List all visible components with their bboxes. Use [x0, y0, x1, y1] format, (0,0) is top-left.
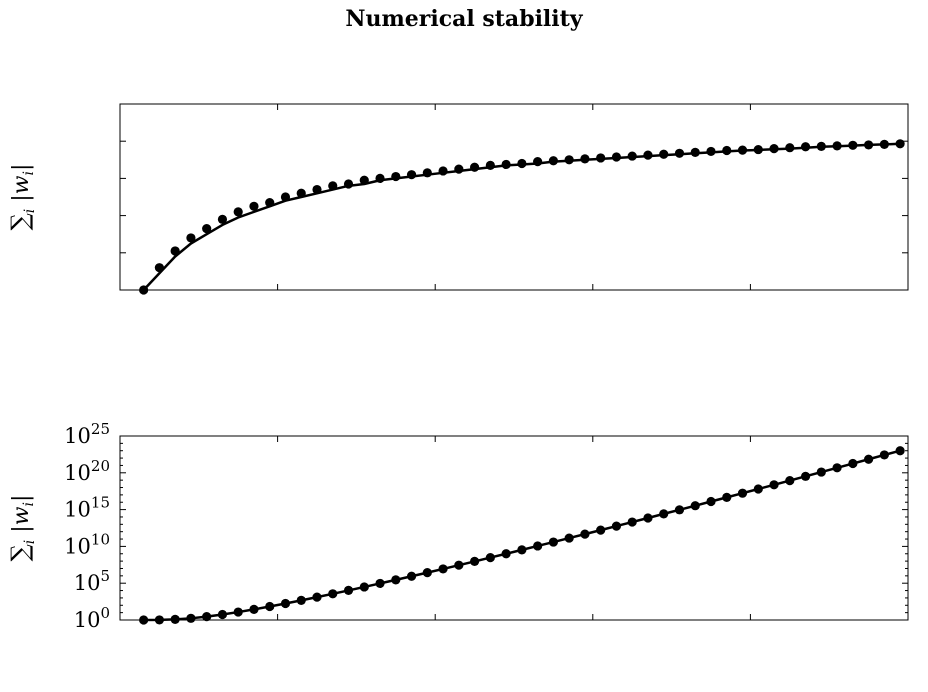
data-point	[139, 615, 149, 625]
y-axis-label: ∑i |wi|	[6, 164, 38, 231]
series-line	[143, 449, 901, 622]
y-tick-exponent: 10	[91, 530, 110, 548]
y-tick-base: 10	[64, 534, 91, 558]
y-tick-base: 10	[64, 424, 91, 448]
axes-frame	[119, 103, 909, 291]
y-tick-label: 105	[74, 567, 110, 595]
data-point	[186, 233, 196, 243]
y-tick-base: 10	[64, 461, 91, 485]
y-tick-label: 100	[74, 604, 110, 632]
series-line	[142, 142, 901, 291]
axes-frame	[119, 435, 909, 621]
y-tick-base: 10	[64, 498, 91, 522]
y-tick-label: 1025	[64, 420, 110, 448]
data-point	[249, 201, 259, 211]
y-tick-base: 10	[74, 571, 101, 595]
y-tick-base: 10	[74, 608, 101, 632]
y-tick-exponent: 0	[100, 604, 110, 622]
y-tick-label: 1010	[64, 530, 110, 558]
y-tick-label: 1015	[64, 494, 110, 522]
data-point	[895, 139, 905, 149]
data-point	[202, 224, 212, 234]
y-tick-exponent: 15	[91, 494, 110, 512]
figure-title: Numerical stability	[345, 6, 583, 32]
y-axis-label: ∑i |wi|	[6, 495, 38, 562]
y-tick-exponent: 20	[91, 457, 110, 475]
plot-proposed-rules: ∑i |wi|	[6, 103, 909, 295]
y-tick-exponent: 25	[91, 420, 110, 438]
data-point	[233, 207, 243, 217]
data-point	[217, 214, 228, 224]
y-tick-exponent: 5	[100, 567, 110, 585]
y-tick-label: 1020	[64, 457, 110, 485]
